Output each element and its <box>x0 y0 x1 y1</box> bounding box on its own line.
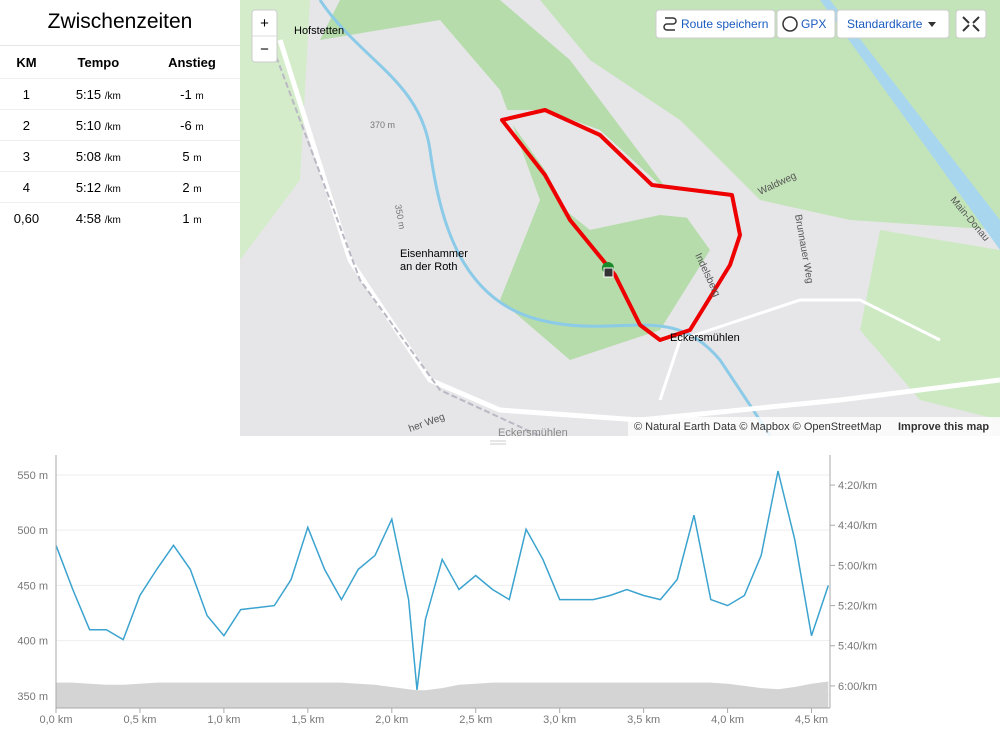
pace: 5:12 <box>75 179 102 195</box>
map-label: 350 m <box>393 204 407 230</box>
y2-tick-label: 4:40/km <box>838 520 877 532</box>
pace-unit: /km <box>104 90 121 102</box>
pace-cell: 5:12 /km <box>52 171 144 203</box>
chart: 350 m 400 m 450 m 500 m 550 m 4:20/km 4:40/km 5… <box>17 440 877 726</box>
climb: -6 <box>180 117 192 133</box>
y2-tick-label: 5:40/km <box>838 641 877 653</box>
pace-cell: 4:58 /km <box>52 202 144 233</box>
y2-tick-label: 4:20/km <box>838 480 877 492</box>
y2-tick-label: 5:20/km <box>838 601 877 613</box>
climb-unit: m <box>193 152 202 164</box>
zoom-control: + − <box>251 9 278 63</box>
splits-title: Zwischenzeiten <box>0 0 240 46</box>
map-label: Eckersmühlen <box>670 332 740 344</box>
save-label[interactable]: Route speichern <box>681 17 768 31</box>
x-tick-label: 2,0 km <box>375 714 408 726</box>
map-label: Eckersmühlen <box>498 427 568 436</box>
x-tick-label: 1,5 km <box>291 714 324 726</box>
map-label: Eisenhammer <box>400 248 468 260</box>
km: 0,60 <box>0 202 53 233</box>
map-label: an der Roth <box>400 261 457 273</box>
climb-cell: 2 m <box>143 171 240 203</box>
x-tick-label: 4,0 km <box>711 714 744 726</box>
climb-unit: m <box>195 121 204 133</box>
split-row: 2 5:10 /km -6 m <box>0 109 240 141</box>
gpx-label[interactable]: GPX <box>801 17 826 31</box>
km: 4 <box>0 171 53 203</box>
map-label: 370 m <box>370 120 395 130</box>
header: Anstieg <box>168 54 216 70</box>
pace-cell: 5:10 /km <box>52 109 144 141</box>
x-tick-label: 0,5 km <box>123 714 156 726</box>
y-tick-label: 450 m <box>17 580 48 592</box>
pace-unit: /km <box>104 214 121 226</box>
pace-cell: 5:15 /km <box>52 78 144 110</box>
pace: 4:58 <box>75 210 102 226</box>
climb-unit: m <box>193 214 202 226</box>
fullscreen-button[interactable] <box>955 9 987 39</box>
y2-tick-label: 5:00/km <box>838 560 877 572</box>
y-tick-label: 350 m <box>17 691 48 703</box>
km: 3 <box>0 140 53 172</box>
split-row: 0,60 4:58 /km 1 m <box>0 202 240 233</box>
header-row: KM Tempo Anstieg <box>0 46 240 79</box>
pace: 5:08 <box>75 148 102 164</box>
style-label[interactable]: Standardkarte <box>847 17 923 31</box>
splits-table: KM Tempo Anstieg 1 5:15 /km -1 m 2 5:10 /km -… <box>0 46 240 233</box>
map-label: Hofstetten <box>294 25 344 37</box>
pace-cell: 5:08 /km <box>52 140 144 172</box>
save-button[interactable] <box>655 9 776 39</box>
map[interactable]: Hofstetten Eisenhammer an der Roth Ecker… <box>240 0 1000 436</box>
split-row: 3 5:08 /km 5 m <box>0 140 240 172</box>
x-tick-label: 3,5 km <box>627 714 660 726</box>
x-tick-label: 2,5 km <box>459 714 492 726</box>
pace-unit: /km <box>104 183 121 195</box>
x-tick-label: 0,0 km <box>39 714 72 726</box>
style-button[interactable] <box>836 9 950 39</box>
km: 1 <box>0 78 53 110</box>
header: Tempo <box>77 54 120 70</box>
attribution: © Natural Earth Data © Mapbox © OpenStre… <box>634 421 881 433</box>
pace-line <box>55 470 830 690</box>
elevation-area <box>56 681 829 708</box>
pace: 5:15 <box>75 86 102 102</box>
zoom-in[interactable]: + <box>260 15 269 32</box>
climb-cell: 5 m <box>143 140 240 172</box>
climb-cell: -6 m <box>143 109 240 141</box>
y-tick-label: 500 m <box>17 525 48 537</box>
pace: 5:10 <box>75 117 102 133</box>
pace-unit: /km <box>104 152 121 164</box>
split-row: 1 5:15 /km -1 m <box>0 78 240 110</box>
y-tick-label: 550 m <box>17 470 48 482</box>
climb: 5 <box>182 148 190 164</box>
split-row: 4 5:12 /km 2 m <box>0 171 240 203</box>
climb: 2 <box>182 179 190 195</box>
y-tick-label: 400 m <box>17 636 48 648</box>
zoom-out[interactable]: − <box>260 41 269 58</box>
y2-tick-label: 6:00/km <box>838 681 877 693</box>
km: 2 <box>0 109 53 141</box>
climb-unit: m <box>193 183 202 195</box>
x-tick-label: 3,0 km <box>543 714 576 726</box>
x-tick-label: 4,5 km <box>795 714 828 726</box>
improve-link[interactable]: Improve this map <box>898 421 989 433</box>
climb-cell: 1 m <box>143 202 240 233</box>
header: KM <box>16 54 37 70</box>
climb-unit: m <box>195 90 204 102</box>
climb-cell: -1 m <box>143 78 240 110</box>
x-tick-label: 1,0 km <box>207 714 240 726</box>
pace-unit: /km <box>104 121 121 133</box>
splits-panel: Zwischenzeiten KM Tempo Anstieg 1 5:15 /k… <box>0 0 241 436</box>
climb: 1 <box>182 210 190 226</box>
climb: -1 <box>180 86 192 102</box>
